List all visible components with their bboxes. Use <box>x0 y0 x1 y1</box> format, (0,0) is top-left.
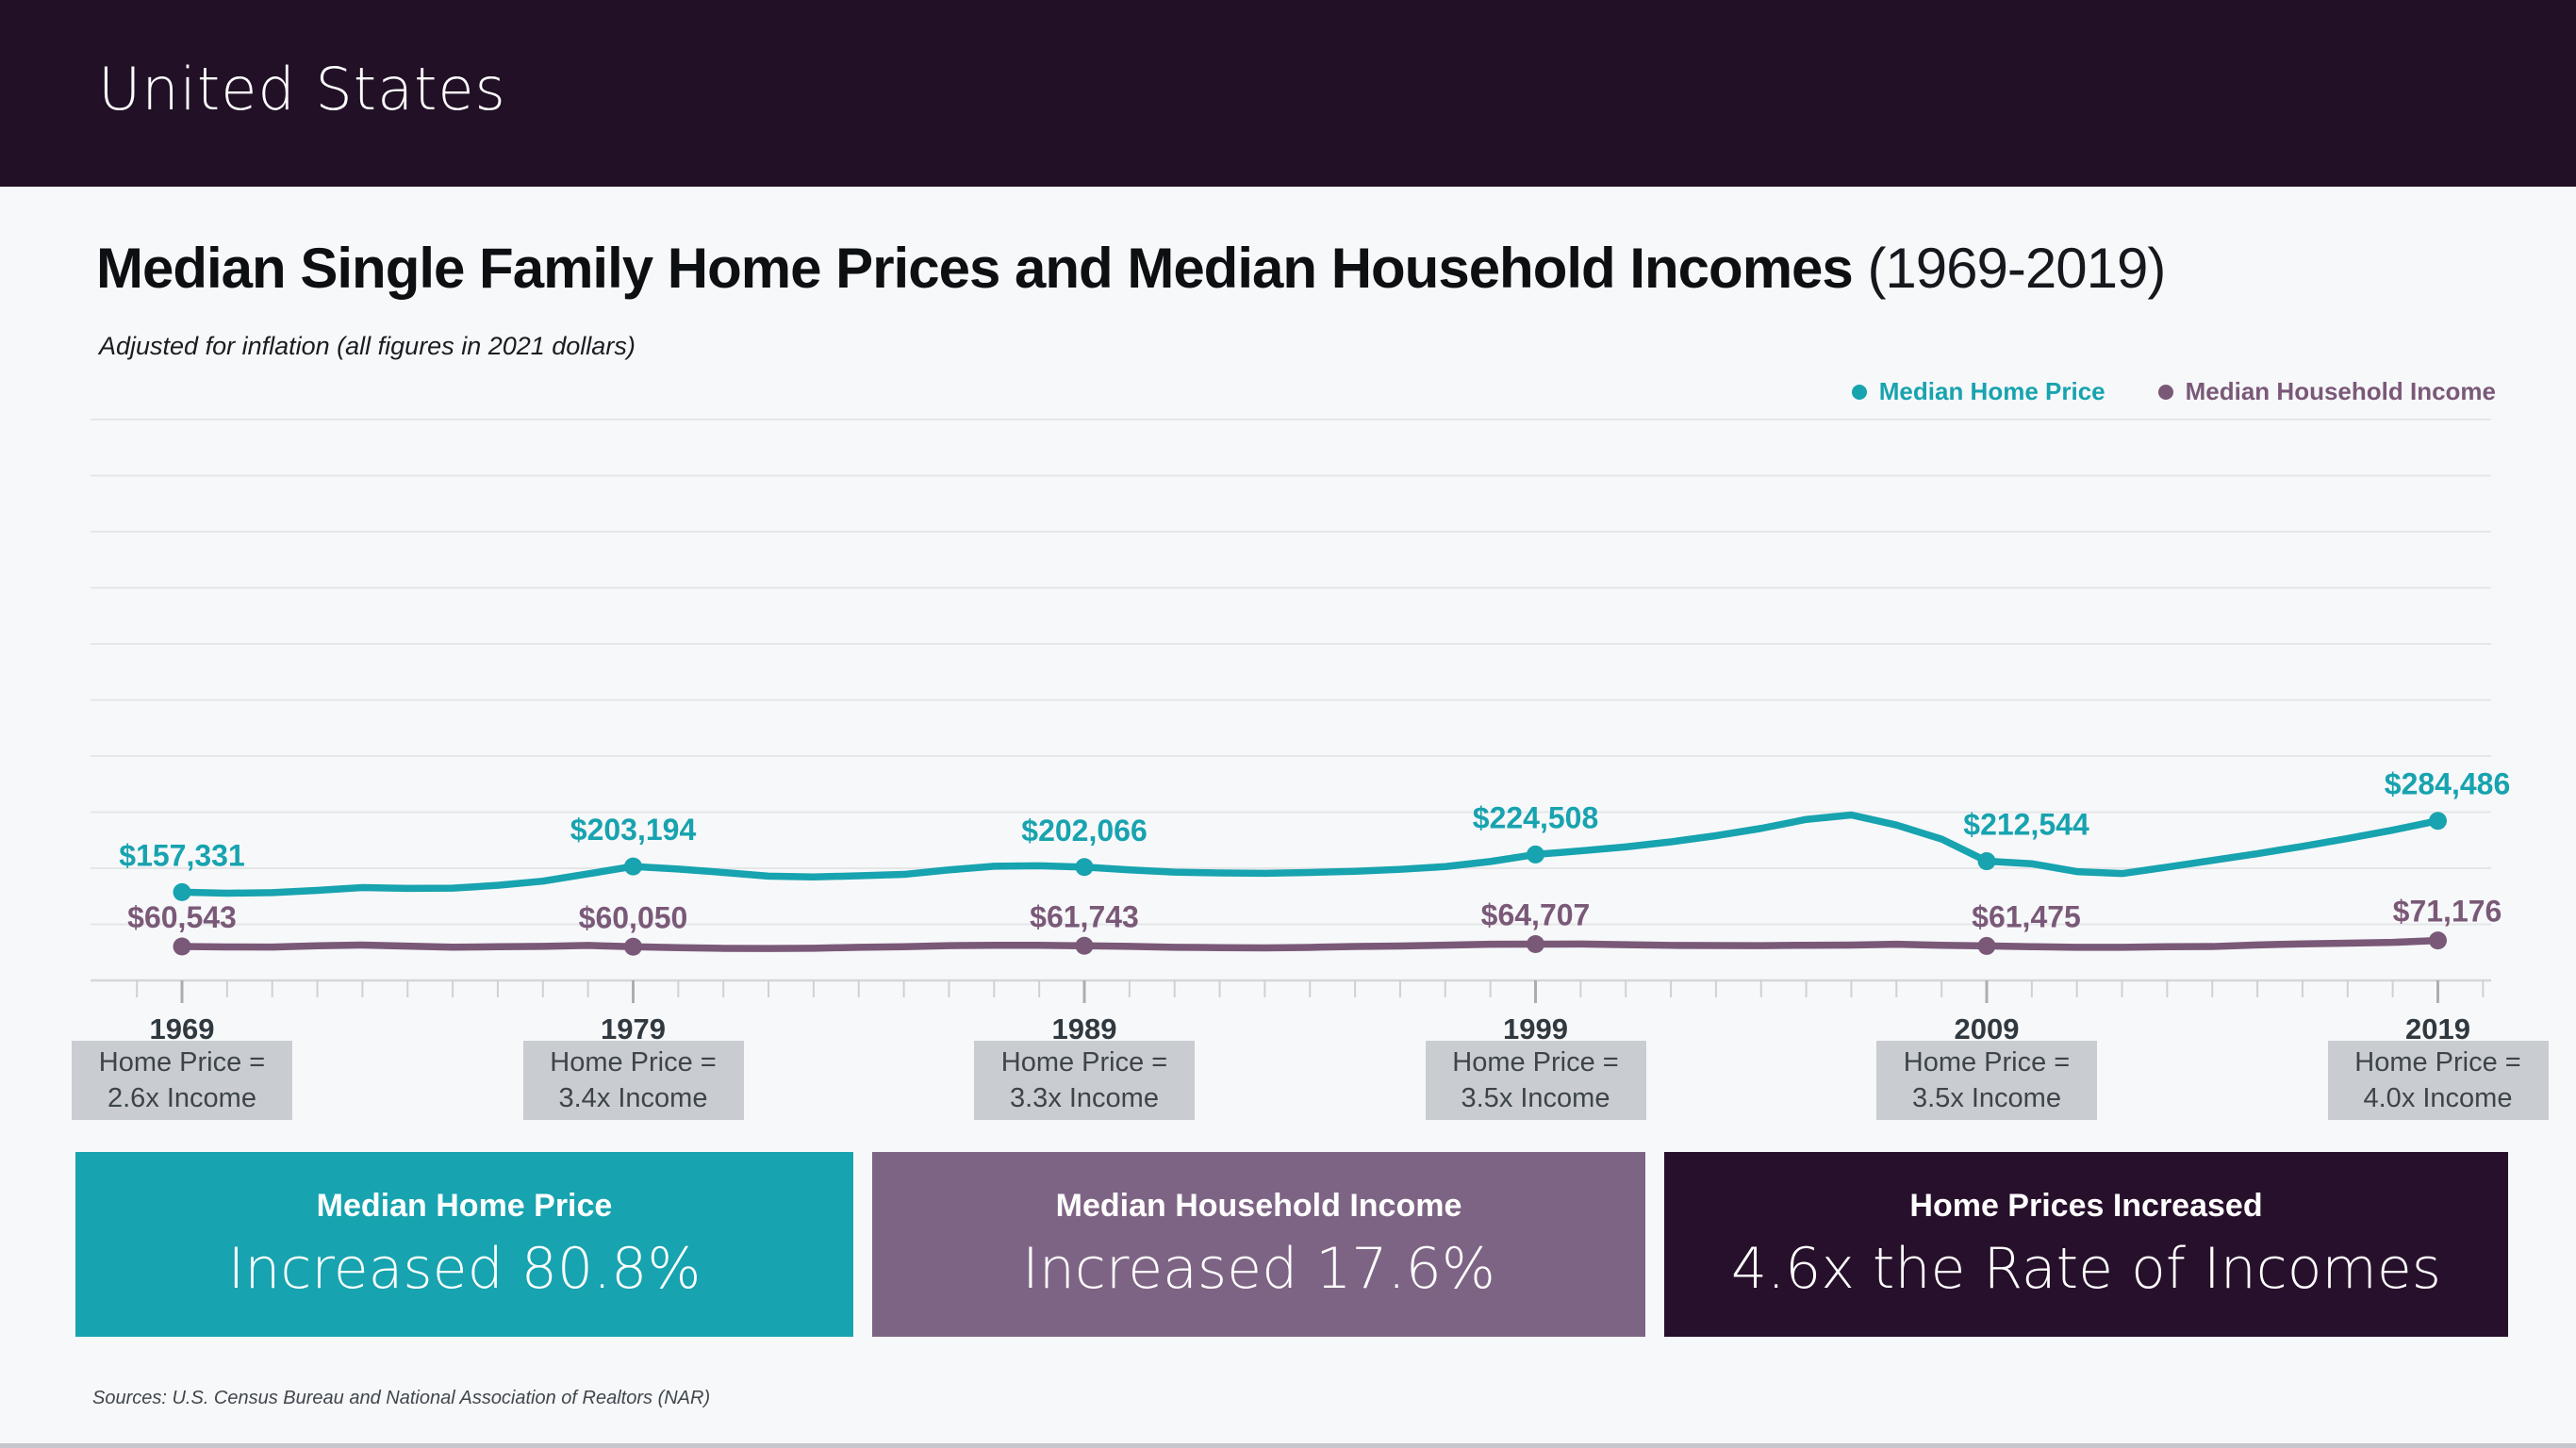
home-price-point <box>624 857 642 876</box>
household-income-value-label: $60,543 <box>127 900 237 934</box>
household-income-value-label: $60,050 <box>579 900 688 934</box>
multiple-box-line1: Home Price = <box>1000 1047 1168 1078</box>
x-tick-label: 1989 <box>1052 1012 1117 1045</box>
home-price-line <box>178 811 2442 897</box>
multiple-box-line2: 3.5x Income <box>1461 1083 1610 1113</box>
x-tick-label: 1999 <box>1503 1012 1568 1045</box>
region-title: United States <box>98 55 506 123</box>
home-price-point <box>173 882 191 901</box>
source-note: Sources: U.S. Census Bureau and National… <box>92 1388 711 1408</box>
home-price-point <box>1527 845 1544 864</box>
legend: Median Home Price Median Household Income <box>1851 377 2496 406</box>
home-price-value-label: $212,544 <box>1963 808 2089 842</box>
year-ticks <box>136 980 2485 1003</box>
household-income-point <box>1527 934 1544 953</box>
chart-title-period: (1969-2019) <box>1852 237 2166 300</box>
income-multiple-box-1999: Home Price = 3.5x Income <box>1425 1041 1646 1120</box>
household-income-point <box>1977 936 1996 955</box>
income-multiple-box-1979: Home Price = 3.4x Income <box>522 1041 744 1120</box>
header-bar: United States <box>0 0 2576 187</box>
stat-box-value: Increased 17.6% <box>1022 1235 1495 1302</box>
chart-title: Median Single Family Home Prices and Med… <box>96 236 2166 301</box>
household-income-point <box>2429 931 2447 950</box>
home-price-value-label: $157,331 <box>119 838 244 872</box>
bottom-strip <box>0 1443 2576 1448</box>
multiple-box-line2: 3.3x Income <box>1010 1083 1159 1113</box>
x-tick-label: 1979 <box>601 1012 666 1045</box>
multiple-box-line1: Home Price = <box>550 1047 717 1078</box>
legend-label: Median Household Income <box>2185 377 2496 405</box>
legend-dot-icon <box>2157 384 2173 400</box>
home-price-value-label: $202,066 <box>1021 814 1147 847</box>
multiple-box-line1: Home Price = <box>98 1047 266 1078</box>
income-multiple-box-1969: Home Price = 2.6x Income <box>72 1041 292 1120</box>
stat-box-home-price: Median Home Price Increased 80.8% <box>75 1152 853 1337</box>
stat-box-value: Increased 80.8% <box>227 1235 702 1302</box>
legend-item: Median Household Income <box>2157 377 2496 406</box>
income-multiple-box-2009: Home Price = 3.5x Income <box>1876 1041 2097 1120</box>
home-price-point <box>1075 858 1094 877</box>
stat-box-household-income: Median Household Income Increased 17.6% <box>872 1152 1645 1337</box>
income-multiple-box-2019: Home Price = 4.0x Income <box>2327 1041 2549 1120</box>
multiple-box-line2: 4.0x Income <box>2363 1083 2513 1113</box>
home-price-point <box>1977 852 1996 871</box>
home-price-value-label: $284,486 <box>2385 767 2510 801</box>
x-tick-label: 2009 <box>1955 1012 2020 1045</box>
stat-box-title: Home Prices Increased <box>1909 1187 2263 1224</box>
gridlines <box>91 419 2491 926</box>
multiple-box-line2: 3.4x Income <box>558 1083 708 1113</box>
household-income-value-label: $64,707 <box>1481 897 1591 931</box>
household-income-point <box>173 937 191 956</box>
chart-subtitle: Adjusted for inflation (all figures in 2… <box>99 332 636 360</box>
multiple-box-line2: 2.6x Income <box>107 1083 256 1113</box>
home-price-value-label: $224,508 <box>1473 800 1598 834</box>
home-price-value-label: $203,194 <box>570 813 697 847</box>
household-income-value-label: $61,743 <box>1030 899 1139 933</box>
multiple-box-line2: 3.5x Income <box>1912 1083 2061 1113</box>
legend-dot-icon <box>1851 384 1867 400</box>
multiple-box-line1: Home Price = <box>2354 1047 2521 1078</box>
chart-title-main: Median Single Family Home Prices and Med… <box>96 237 1854 300</box>
stat-box-title: Median Home Price <box>316 1187 613 1224</box>
x-tick-label: 2019 <box>2405 1012 2470 1045</box>
home-price-point <box>2429 812 2447 831</box>
multiple-box-line1: Home Price = <box>1452 1047 1619 1078</box>
income-multiple-box-1989: Home Price = 3.3x Income <box>974 1041 1195 1120</box>
price-income-chart: 1969 1979 1989 1999 2009 2019 $157,331 $203,194… <box>91 419 2510 1045</box>
multiple-box-line1: Home Price = <box>1903 1047 2071 1078</box>
legend-item: Median Home Price <box>1851 377 2105 406</box>
x-tick-label: 1969 <box>150 1012 215 1045</box>
household-income-line <box>178 936 2442 952</box>
household-income-value-label: $61,475 <box>1972 899 2081 933</box>
stat-box-price-vs-income-rate: Home Prices Increased 4.6x the Rate of I… <box>1664 1152 2508 1337</box>
stat-box-title: Median Household Income <box>1055 1187 1462 1224</box>
household-income-point <box>1075 936 1094 955</box>
stat-box-value: 4.6x the Rate of Incomes <box>1730 1235 2442 1302</box>
household-income-value-label: $71,176 <box>2393 895 2502 929</box>
household-income-point <box>624 937 642 956</box>
legend-label: Median Home Price <box>1878 377 2105 405</box>
